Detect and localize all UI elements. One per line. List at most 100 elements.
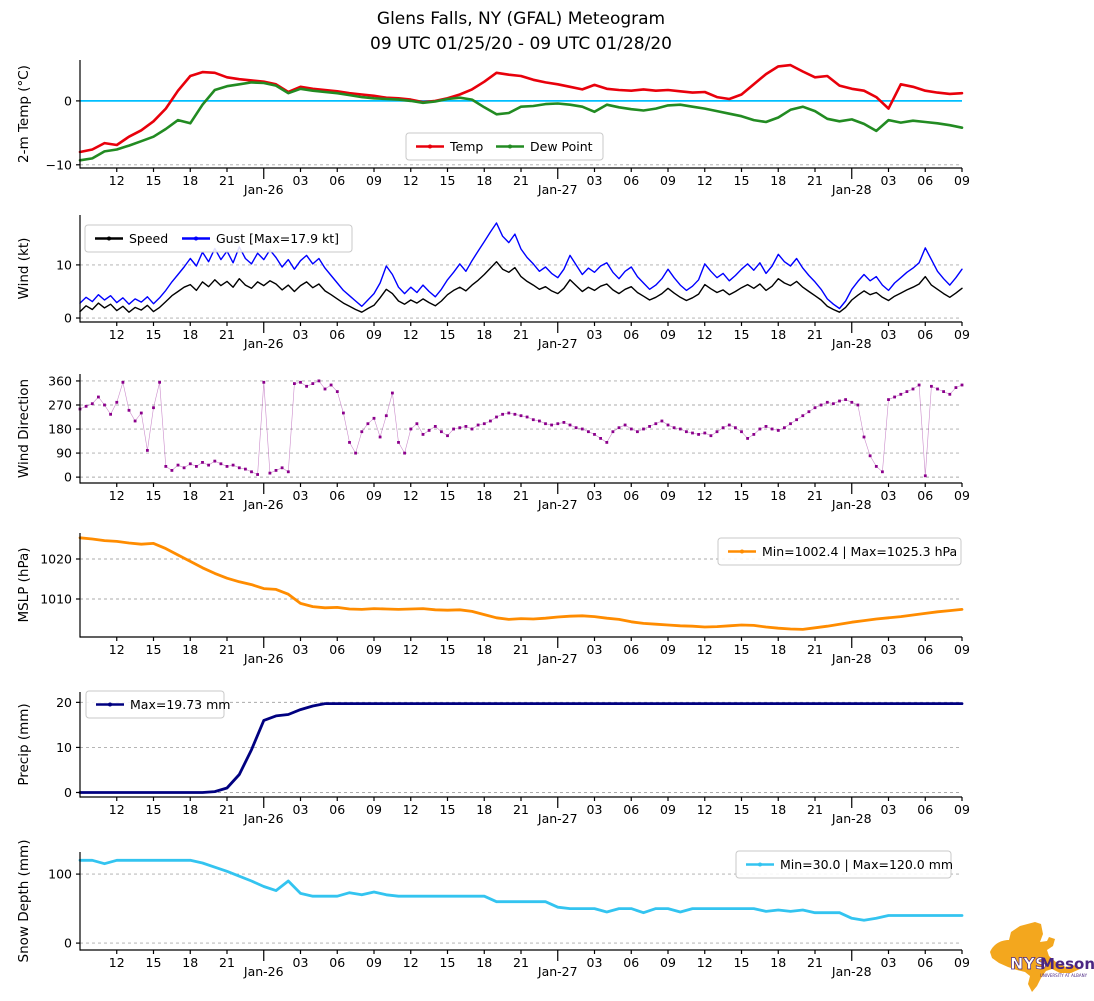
- logo-affiliation-text: UNIVERSITY AT ALBANY: [1040, 973, 1088, 978]
- wind-direction-points: [90, 402, 94, 406]
- wind-direction-points: [403, 451, 406, 455]
- y-tick-label: 10: [56, 740, 72, 755]
- x-tick-label: 06: [329, 642, 345, 657]
- x-tick-label: 21: [219, 955, 235, 970]
- wind-direction-points: [752, 433, 756, 436]
- wind-direction-points: [139, 411, 143, 415]
- wind-direction-points: [182, 466, 186, 470]
- legend-box: [84, 224, 353, 253]
- wind-direction-points: [433, 425, 437, 428]
- wind-direction-points: [409, 427, 413, 431]
- x-tick-label: 09: [660, 173, 676, 188]
- temp-line: [78, 63, 964, 154]
- x-tick-label: 21: [513, 488, 529, 503]
- x-tick-label: Jan-28: [831, 811, 872, 826]
- x-tick-label: 06: [917, 802, 933, 817]
- wind-direction-points: [580, 427, 584, 431]
- x-tick-label: Jan-26: [243, 964, 284, 979]
- wind-direction-points: [544, 422, 547, 426]
- y-tick-label: 1020: [40, 552, 72, 567]
- wind-direction-points: [121, 380, 125, 384]
- x-tick-label: 09: [954, 802, 970, 817]
- y-tick-label: −10: [46, 157, 72, 172]
- wind-direction-points: [489, 419, 492, 423]
- wind-direction-points: [881, 470, 884, 474]
- wind-direction-points: [507, 411, 511, 415]
- x-tick-label: 21: [219, 327, 235, 342]
- y-tick-label: 0: [64, 785, 72, 800]
- x-tick-label: 15: [440, 802, 456, 817]
- legend-label: Gust [Max=17.9 kt]: [216, 231, 339, 246]
- legend-marker: [194, 236, 198, 241]
- wind-direction-points: [127, 408, 131, 412]
- x-tick-label: Jan-27: [537, 497, 578, 512]
- x-tick-label: 09: [660, 488, 676, 503]
- chart-header: Glens Falls, NY (GFAL) Meteogram 09 UTC …: [0, 7, 1042, 57]
- wind-direction-points: [691, 431, 694, 435]
- x-tick-label: 03: [587, 802, 603, 817]
- panel-wind: 10 0 12 15 18 21 Jan-26 03 06 09 12 15 18 21 Jan-27 03 0…: [16, 215, 970, 351]
- x-tick-label: 03: [587, 327, 603, 342]
- wind-direction-points: [605, 441, 609, 444]
- x-tick-label: 06: [917, 955, 933, 970]
- wind-direction-points: [311, 382, 315, 385]
- x-tick-label: 09: [660, 955, 676, 970]
- x-tick-label: Jan-27: [537, 964, 578, 979]
- x-tick-label: 18: [476, 173, 492, 188]
- wind-direction-points: [299, 380, 302, 384]
- wind-direction-points: [256, 473, 259, 476]
- wind-direction-points: [721, 426, 725, 430]
- wind-direction-points: [415, 422, 419, 426]
- wind-direction-points: [685, 430, 688, 434]
- x-tick-label: 12: [109, 642, 125, 657]
- wind-direction-points: [329, 383, 333, 387]
- x-tick-label: 06: [329, 327, 345, 342]
- x-tick-label: 21: [219, 642, 235, 657]
- x-tick-label: 06: [623, 642, 639, 657]
- wind-direction-points: [109, 412, 112, 416]
- ny-state-icon: [990, 922, 1080, 992]
- wind-direction-points: [874, 465, 878, 468]
- wind-direction-points: [740, 430, 743, 434]
- x-tick-label: 06: [917, 173, 933, 188]
- wind-direction-points: [476, 423, 480, 427]
- wind-direction-points: [930, 384, 933, 388]
- x-tick-label: Jan-27: [537, 651, 578, 666]
- x-tick-label: 18: [770, 173, 786, 188]
- x-tick-label: 09: [660, 802, 676, 817]
- x-tick-label: 12: [109, 802, 125, 817]
- x-tick-label: 09: [366, 327, 382, 342]
- x-tick-label: 12: [697, 327, 713, 342]
- x-tick-label: 12: [403, 488, 419, 503]
- y-axis-label: Wind (kt): [16, 238, 32, 300]
- legend-marker: [508, 144, 512, 149]
- x-tick-label: 18: [182, 173, 198, 188]
- wind-direction-points: [446, 434, 449, 438]
- x-tick-label: 03: [293, 173, 309, 188]
- x-tick-label: 15: [440, 327, 456, 342]
- panel-temp: 0 −10 12 15 18 21 Jan-26 03 06 09 12 15 18 21 Jan-27 03…: [16, 60, 970, 197]
- x-tick-label: 03: [293, 327, 309, 342]
- wind-direction-points: [587, 430, 590, 434]
- x-tick-label: 06: [917, 642, 933, 657]
- legend-label: Dew Point: [530, 139, 593, 154]
- x-tick-label: Jan-28: [831, 497, 872, 512]
- wind-direction-points: [868, 454, 872, 458]
- wind-direction-points: [654, 422, 658, 426]
- wind-direction-points: [188, 462, 192, 466]
- wind-direction-points: [317, 379, 321, 383]
- x-tick-label: 21: [219, 173, 235, 188]
- wind-direction-points: [513, 412, 517, 416]
- x-tick-label: 12: [109, 327, 125, 342]
- wind-direction-points: [666, 423, 670, 427]
- wind-direction-points: [421, 433, 425, 436]
- x-tick-label: 09: [954, 955, 970, 970]
- y-tick-label: 360: [48, 373, 72, 388]
- wind-direction-points-trace: [79, 380, 963, 476]
- legend-label: Min=30.0 | Max=120.0 mm: [780, 857, 953, 872]
- snow-depth-legend: Min=30.0 | Max=120.0 mm: [735, 850, 953, 879]
- x-tick-label: 18: [476, 488, 492, 503]
- x-tick-label: 18: [770, 642, 786, 657]
- x-tick-label: 03: [293, 802, 309, 817]
- wind-direction-points: [562, 421, 566, 424]
